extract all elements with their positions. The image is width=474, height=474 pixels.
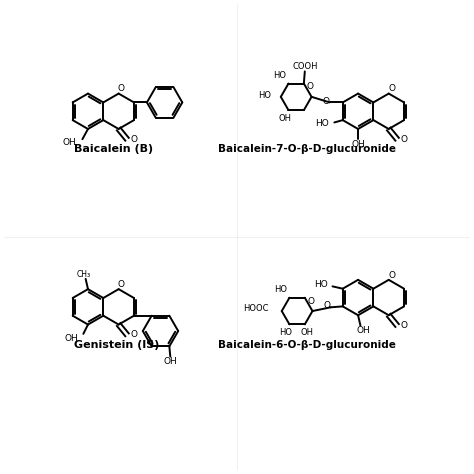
Text: HO: HO (273, 71, 286, 80)
Text: OH: OH (357, 326, 371, 335)
Text: O: O (118, 280, 125, 289)
Text: Baicalein (B): Baicalein (B) (74, 145, 153, 155)
Text: O: O (400, 135, 407, 144)
Text: CH₃: CH₃ (76, 270, 91, 279)
Text: OH: OH (351, 140, 365, 149)
Text: HO: HO (274, 285, 287, 294)
Text: COOH: COOH (292, 62, 318, 71)
Text: HO: HO (314, 281, 328, 290)
Text: OH: OH (65, 334, 79, 343)
Text: HO: HO (315, 119, 329, 128)
Text: O: O (130, 135, 137, 144)
Text: O: O (388, 271, 395, 280)
Text: HO: HO (258, 91, 272, 100)
Text: OH: OH (63, 138, 76, 147)
Text: O: O (388, 84, 395, 93)
Text: O: O (130, 330, 137, 339)
Text: OH: OH (164, 357, 177, 366)
Text: Baicalein-6-O-β-D-glucuronide: Baicalein-6-O-β-D-glucuronide (218, 340, 396, 350)
Text: O: O (400, 321, 407, 330)
Text: O: O (323, 301, 330, 310)
Text: HO: HO (279, 328, 292, 337)
Text: O: O (307, 297, 314, 306)
Text: HOOC: HOOC (243, 304, 269, 313)
Text: Baicalein-7-O-β-D-glucuronide: Baicalein-7-O-β-D-glucuronide (218, 145, 396, 155)
Text: Genistein (IS): Genistein (IS) (74, 340, 159, 350)
Text: O: O (306, 82, 313, 91)
Text: O: O (118, 84, 125, 93)
Text: OH: OH (278, 114, 292, 123)
Text: O: O (323, 97, 330, 106)
Text: OH: OH (301, 328, 314, 337)
